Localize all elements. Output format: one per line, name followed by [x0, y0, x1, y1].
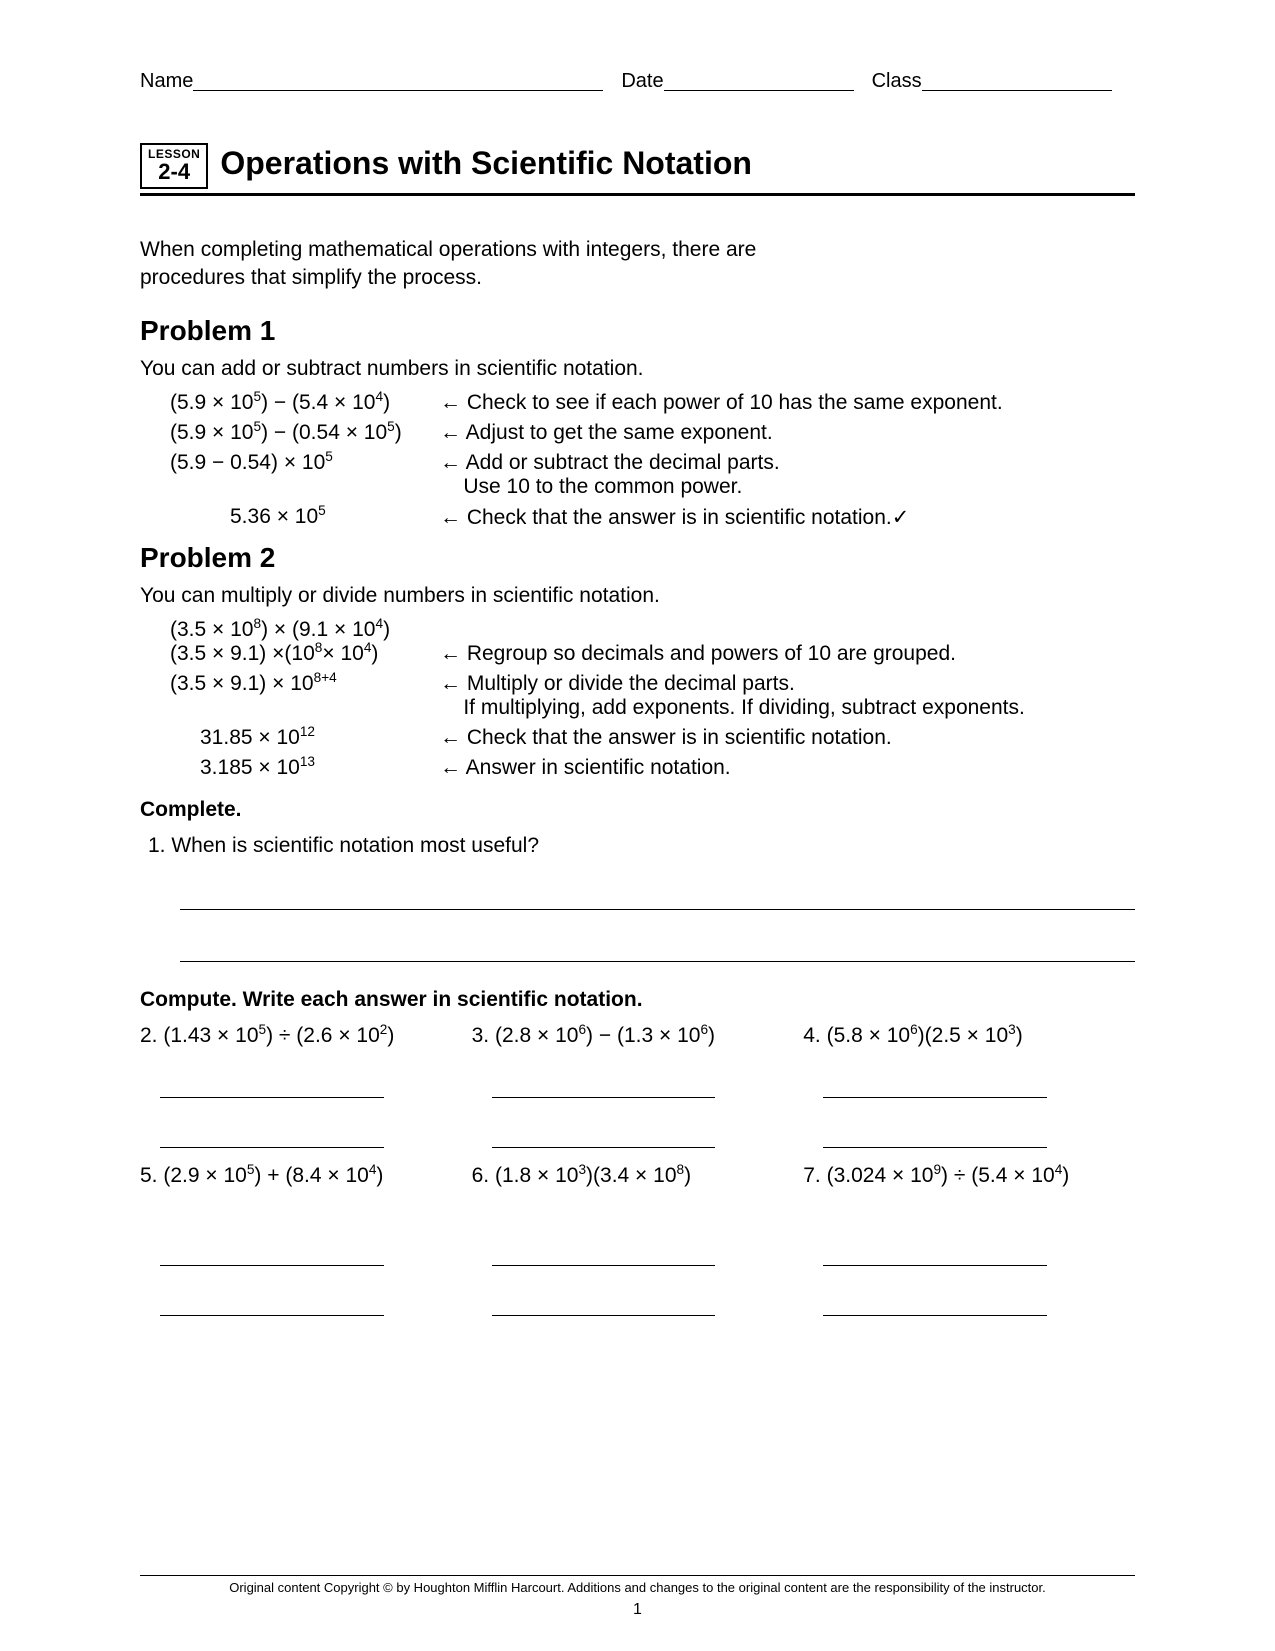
q7-text: 7. (3.024 × 109) ÷ (5.4 × 104) [803, 1164, 1123, 1188]
p1-s1-expr: (5.9 × 105) − (5.4 × 104) [140, 391, 440, 415]
question-6: 6. (1.8 × 103)(3.4 × 108) [472, 1164, 804, 1316]
worksheet-page: Name Date Class LESSON 2-4 Operations wi… [0, 0, 1275, 1651]
p2-s2-expr: (3.5 × 9.1) × 108+4 [140, 672, 440, 720]
p2-s4-expl: ← Answer in scientific notation. [440, 756, 1135, 780]
q4-blank2[interactable] [823, 1126, 1047, 1148]
q5-blank2[interactable] [160, 1294, 384, 1316]
problem1-heading: Problem 1 [140, 315, 1135, 347]
q5-text: 5. (2.9 × 105) + (8.4 × 104) [140, 1164, 460, 1188]
problem2-heading: Problem 2 [140, 542, 1135, 574]
p2-s2-expl: ← Multiply or divide the decimal parts. … [440, 672, 1135, 720]
lesson-badge: LESSON 2-4 [140, 143, 208, 189]
complete-heading: Complete. [140, 798, 1135, 822]
q1-blank1[interactable] [180, 886, 1135, 910]
problem2-sub: You can multiply or divide numbers in sc… [140, 584, 1135, 608]
p1-s3-expr: (5.9 − 0.54) × 105 [140, 451, 440, 499]
lesson-number: 2-4 [148, 161, 200, 183]
name-blank[interactable] [193, 68, 603, 91]
p2-s3-expl: ← Check that the answer is in scientific… [440, 726, 1135, 750]
class-blank[interactable] [922, 68, 1112, 91]
p1-s4-expl: ← Check that the answer is in scientific… [440, 505, 1135, 530]
compute-heading: Compute. Write each answer in scientific… [140, 988, 1135, 1012]
p2-s3-expr: 31.85 × 1012 [140, 726, 440, 750]
header-fields: Name Date Class [140, 70, 1135, 93]
p1-s4-expr: 5.36 × 105 [140, 505, 440, 530]
q2-blank1[interactable] [160, 1076, 384, 1098]
q6-text: 6. (1.8 × 103)(3.4 × 108) [472, 1164, 792, 1188]
question-5: 5. (2.9 × 105) + (8.4 × 104) [140, 1164, 472, 1316]
q3-text: 3. (2.8 × 106) − (1.3 × 106) [472, 1024, 792, 1048]
footer-copyright: Original content Copyright © by Houghton… [140, 1575, 1135, 1595]
q2-blank2[interactable] [160, 1126, 384, 1148]
date-label: Date [621, 70, 663, 93]
q6-blank1[interactable] [492, 1244, 716, 1266]
p2-step2: (3.5 × 9.1) × 108+4 ← Multiply or divide… [140, 672, 1135, 720]
q3-blank1[interactable] [492, 1076, 716, 1098]
q2-text: 2. (1.43 × 105) ÷ (2.6 × 102) [140, 1024, 460, 1048]
date-blank[interactable] [664, 68, 854, 91]
title-row: LESSON 2-4 Operations with Scientific No… [140, 143, 1135, 196]
problem1-sub: You can add or subtract numbers in scien… [140, 357, 1135, 381]
question-3: 3. (2.8 × 106) − (1.3 × 106) [472, 1024, 804, 1148]
q7-blank2[interactable] [823, 1294, 1047, 1316]
q4-blank1[interactable] [823, 1076, 1047, 1098]
name-label: Name [140, 70, 193, 93]
p2-step1: (3.5 × 108) × (9.1 × 104)(3.5 × 9.1) ×(1… [140, 618, 1135, 666]
question-7: 7. (3.024 × 109) ÷ (5.4 × 104) [803, 1164, 1135, 1316]
question-1: 1. When is scientific notation most usef… [148, 834, 1135, 858]
q1-blank2[interactable] [180, 938, 1135, 962]
class-label: Class [872, 70, 922, 93]
q7-blank1[interactable] [823, 1244, 1047, 1266]
p2-s1-expr: (3.5 × 108) × (9.1 × 104)(3.5 × 9.1) ×(1… [140, 618, 440, 666]
q6-blank2[interactable] [492, 1294, 716, 1316]
p1-step3: (5.9 − 0.54) × 105 ← Add or subtract the… [140, 451, 1135, 499]
p1-step4: 5.36 × 105 ← Check that the answer is in… [140, 505, 1135, 530]
q3-blank2[interactable] [492, 1126, 716, 1148]
q5-blank1[interactable] [160, 1244, 384, 1266]
problems-grid: 2. (1.43 × 105) ÷ (2.6 × 102) 3. (2.8 × … [140, 1024, 1135, 1320]
p1-s2-expl: ← Adjust to get the same exponent. [440, 421, 1135, 445]
p2-s4-expr: 3.185 × 1013 [140, 756, 440, 780]
p1-s1-expl: ← Check to see if each power of 10 has t… [440, 391, 1135, 415]
p1-step2: (5.9 × 105) − (0.54 × 105) ← Adjust to g… [140, 421, 1135, 445]
question-4: 4. (5.8 × 106)(2.5 × 103) [803, 1024, 1135, 1148]
q4-text: 4. (5.8 × 106)(2.5 × 103) [803, 1024, 1123, 1048]
p1-s2-expr: (5.9 × 105) − (0.54 × 105) [140, 421, 440, 445]
p1-s3-expl: ← Add or subtract the decimal parts. Use… [440, 451, 1135, 499]
p2-s1-expl: ← Regroup so decimals and powers of 10 a… [440, 618, 1135, 666]
p1-step1: (5.9 × 105) − (5.4 × 104) ← Check to see… [140, 391, 1135, 415]
question-2: 2. (1.43 × 105) ÷ (2.6 × 102) [140, 1024, 472, 1148]
p2-step3: 31.85 × 1012 ← Check that the answer is … [140, 726, 1135, 750]
p2-step4: 3.185 × 1013 ← Answer in scientific nota… [140, 756, 1135, 780]
page-number: 1 [0, 1601, 1275, 1619]
page-title: Operations with Scientific Notation [220, 143, 752, 182]
intro-text: When completing mathematical operations … [140, 236, 780, 293]
